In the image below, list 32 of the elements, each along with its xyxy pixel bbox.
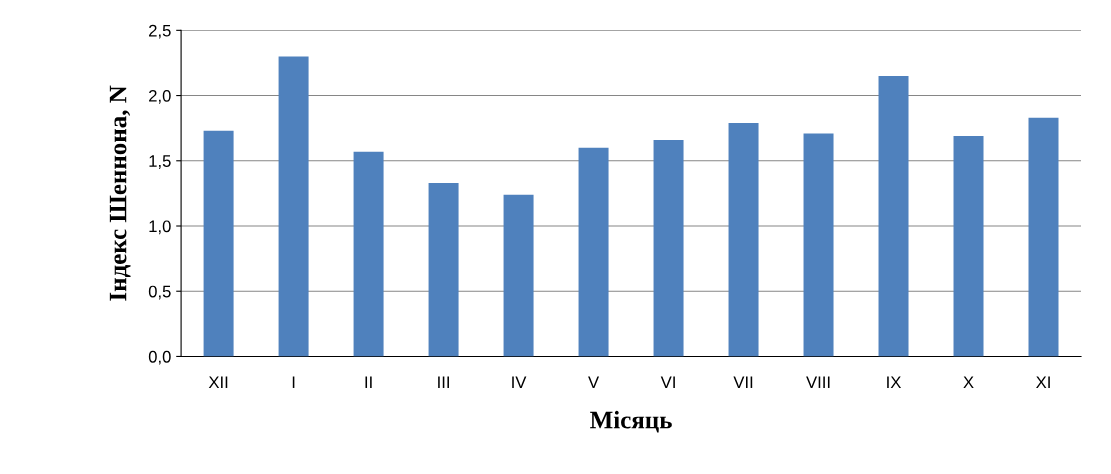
y-tick-label: 1,5 [149, 155, 171, 169]
x-tick-label: I [292, 376, 295, 388]
bar [953, 136, 984, 357]
x-tick-label: VI [660, 376, 675, 388]
bar [503, 194, 534, 357]
y-tick-label: 0,5 [148, 285, 171, 300]
bar [278, 56, 309, 357]
y-tick-label: 0,0 [148, 350, 171, 365]
bar [428, 182, 459, 357]
x-tick-label: XII [208, 376, 228, 388]
bar [203, 130, 234, 357]
y-axis-title: Індекс Шеннона, N [109, 85, 131, 301]
bar [878, 75, 909, 357]
y-tick-label: 1,0 [149, 220, 171, 235]
bar [803, 133, 834, 357]
x-tick-label: X [963, 376, 974, 388]
x-tick-label: V [588, 376, 600, 388]
y-tick-label: 2,0 [149, 89, 171, 104]
x-tick-label: VII [733, 376, 753, 388]
x-tick-label: VIII [806, 376, 830, 388]
bar [1028, 117, 1059, 357]
y-tick-label: 2,5 [149, 24, 171, 39]
bar [653, 139, 684, 357]
bar [728, 122, 759, 357]
bar [353, 151, 384, 357]
x-tick-label: IX [887, 376, 902, 388]
x-tick-label: IV [512, 376, 527, 388]
x-axis-title: Місяць [590, 410, 672, 433]
bar [578, 147, 609, 357]
x-tick-label: III [438, 376, 449, 388]
x-tick-label: II [365, 376, 372, 388]
x-tick-label: XI [1036, 376, 1050, 388]
